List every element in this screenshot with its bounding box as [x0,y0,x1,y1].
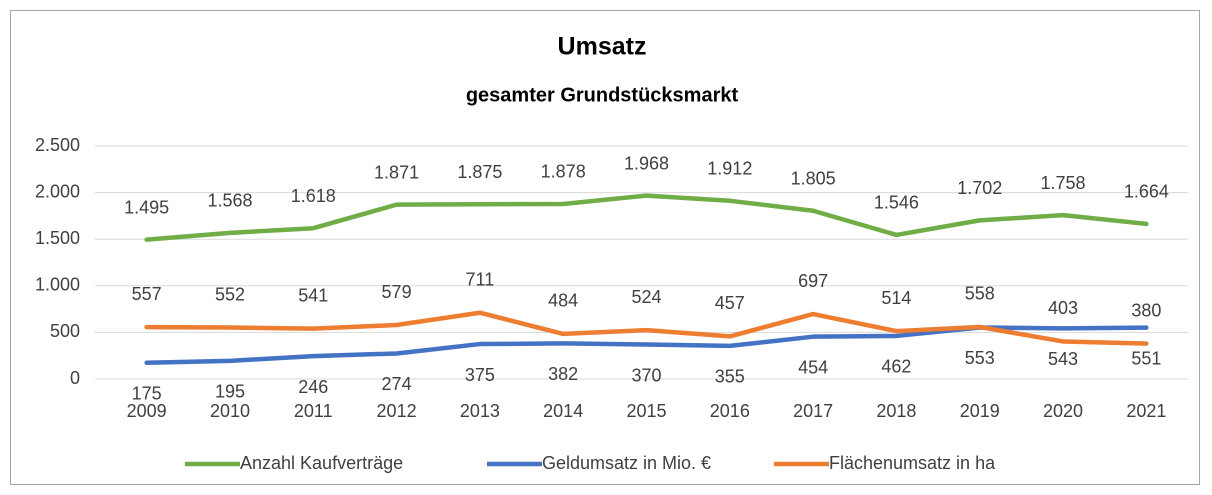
data-label: 543 [1048,349,1078,369]
series-line [144,193,1149,242]
data-label: 457 [715,293,745,313]
y-tick-label: 1.000 [35,275,80,295]
data-label: 697 [798,271,828,291]
data-label: 579 [382,282,412,302]
data-label: 454 [798,357,828,377]
data-label: 514 [881,288,911,308]
chart-title: Umsatz [558,33,647,61]
data-label: 195 [215,382,245,402]
data-label: 1.805 [791,169,836,189]
y-tick-label: 2.500 [35,135,80,155]
data-label: 1.664 [1124,182,1169,202]
data-label: 380 [1131,300,1161,320]
data-label: 558 [965,284,995,304]
legend-label: Flächenumsatz in ha [829,453,996,473]
data-label: 1.618 [291,186,336,206]
data-label: 246 [298,377,328,397]
x-tick-label: 2016 [710,401,750,421]
x-tick-label: 2011 [294,401,333,421]
data-label: 355 [715,367,745,387]
x-tick-label: 2021 [1126,401,1166,421]
x-tick-label: 2013 [460,401,500,421]
data-label: 375 [465,365,495,385]
data-label: 1.968 [624,153,669,173]
data-label: 1.878 [541,162,586,182]
data-label: 1.546 [874,193,919,213]
data-label: 551 [1131,348,1161,368]
data-label: 403 [1048,298,1078,318]
data-label: 1.758 [1041,173,1086,193]
data-label: 524 [631,287,661,307]
data-label: 1.702 [957,178,1002,198]
x-tick-label: 2018 [876,401,916,421]
data-label: 1.871 [374,162,419,182]
x-tick-label: 2015 [626,401,666,421]
data-label: 382 [548,364,578,384]
data-label: 1.912 [707,159,752,179]
data-label: 711 [466,269,495,289]
chart-frame [10,10,1200,485]
y-tick-label: 2.000 [35,181,80,201]
x-tick-label: 2009 [127,401,167,421]
data-label: 370 [631,365,661,385]
data-label: 1.495 [124,197,169,217]
y-tick-label: 1.500 [35,228,80,248]
data-label: 557 [132,284,162,304]
data-label: 1.568 [207,191,252,211]
data-label: 274 [382,374,412,394]
data-label: 1.875 [457,162,502,182]
data-label: 552 [215,284,245,304]
legend-label: Geldumsatz in Mio. € [542,453,711,473]
x-tick-label: 2017 [793,401,833,421]
data-label: 553 [965,348,995,368]
legend-label: Anzahl Kaufverträge [240,453,403,473]
data-label: 484 [548,291,578,311]
y-tick-label: 0 [70,368,80,388]
chart-subtitle: gesamter Grundstücksmarkt [466,84,739,106]
x-tick-label: 2010 [210,401,250,421]
x-tick-label: 2012 [377,401,417,421]
data-label: 462 [881,357,911,377]
x-tick-label: 2014 [543,401,583,421]
data-label: 541 [298,285,328,305]
x-tick-label: 2019 [960,401,1000,421]
data-label: 175 [132,383,162,403]
x-tick-label: 2020 [1043,401,1083,421]
y-tick-label: 500 [50,321,80,341]
series-line [144,310,1149,346]
